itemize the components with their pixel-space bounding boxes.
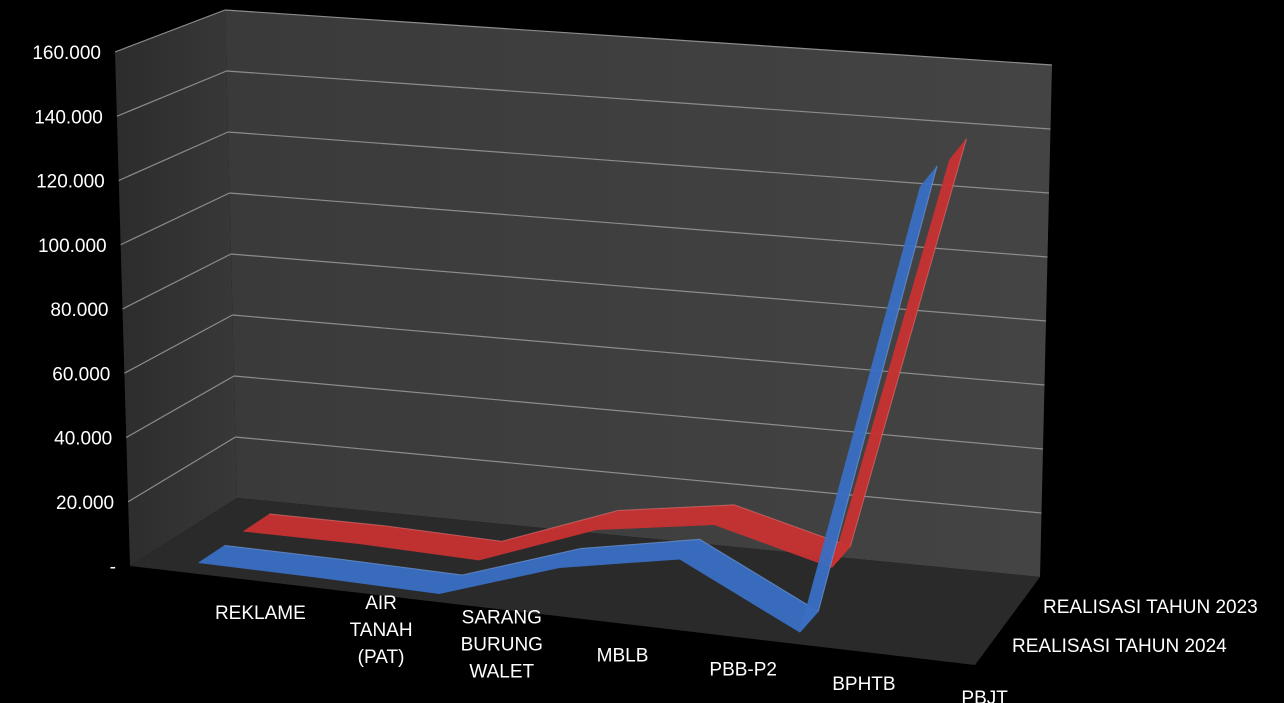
gridline-side — [122, 253, 232, 310]
x-category-label: REKLAME — [215, 603, 306, 624]
x-category-label: PBJT — [961, 688, 1008, 703]
gridline-back — [235, 436, 1042, 514]
series-segment-edge — [224, 544, 344, 561]
y-tick-label: 60.000 — [52, 364, 110, 385]
series-segment-edge — [580, 538, 700, 550]
depth-axis-series-labels: REALISASI TAHUN 2024 REALISASI TAHUN 2023 — [1012, 597, 1258, 657]
gridline-side — [118, 131, 229, 182]
y-tick-label: 120.000 — [36, 172, 105, 193]
y-tick-label: 80.000 — [50, 300, 108, 321]
series-segment-edge — [617, 504, 735, 512]
gridline-back — [224, 9, 1053, 66]
series-segment — [799, 165, 938, 633]
series-segment-edge — [817, 165, 938, 612]
x-category-label: SARANG BURUNG WALET — [461, 607, 543, 682]
x-category-label: BPHTB — [832, 674, 895, 695]
x-category-label: AIR TANAH (PAT) — [350, 593, 413, 668]
gridline-back — [233, 375, 1044, 450]
x-category-label: PBB-P2 — [709, 660, 777, 681]
gridline-back — [232, 314, 1045, 386]
chart-back-wall — [225, 10, 1052, 577]
y-tick-label: 100.000 — [38, 236, 107, 257]
y-tick-label: 20.000 — [56, 493, 114, 514]
gridline-back — [227, 131, 1050, 194]
series-name-label: REALISASI TAHUN 2024 — [1012, 636, 1227, 657]
chart-side-wall — [115, 10, 237, 566]
gridline-side — [114, 9, 226, 53]
gridline-side — [116, 70, 227, 117]
x-axis-category-labels: REKLAME AIR TANAH (PAT) SARANG BURUNG WALET MBL… — [215, 593, 1008, 703]
series-segment-edge — [385, 525, 502, 542]
series-ribbons — [197, 138, 968, 633]
series-name-label: REALISASI TAHUN 2023 — [1043, 597, 1258, 618]
gridline-side — [127, 436, 236, 503]
gridline-back — [226, 70, 1051, 130]
y-axis-tick-labels: - 20.000 40.000 60.000 80.000 100.000 120.000 1… — [32, 43, 116, 578]
series-segment-edge — [501, 509, 619, 542]
gridline-side — [120, 192, 230, 246]
series-segment-edge — [343, 558, 463, 576]
y-tick-label: 40.000 — [54, 429, 112, 450]
x-category-label: MBLB — [597, 646, 649, 667]
gridlines — [114, 9, 1053, 514]
gridline-side — [125, 375, 235, 439]
series-segment — [831, 138, 967, 568]
gridline-side — [124, 314, 233, 374]
y-tick-label: 160.000 — [32, 43, 101, 64]
y-tick-label: 140.000 — [34, 107, 103, 128]
y-tick-label: - — [110, 557, 116, 578]
series-segment-edge — [699, 538, 819, 612]
series-segment-edge — [269, 513, 386, 527]
series-segment-edge — [849, 138, 968, 547]
series-segment-edge — [462, 547, 582, 576]
